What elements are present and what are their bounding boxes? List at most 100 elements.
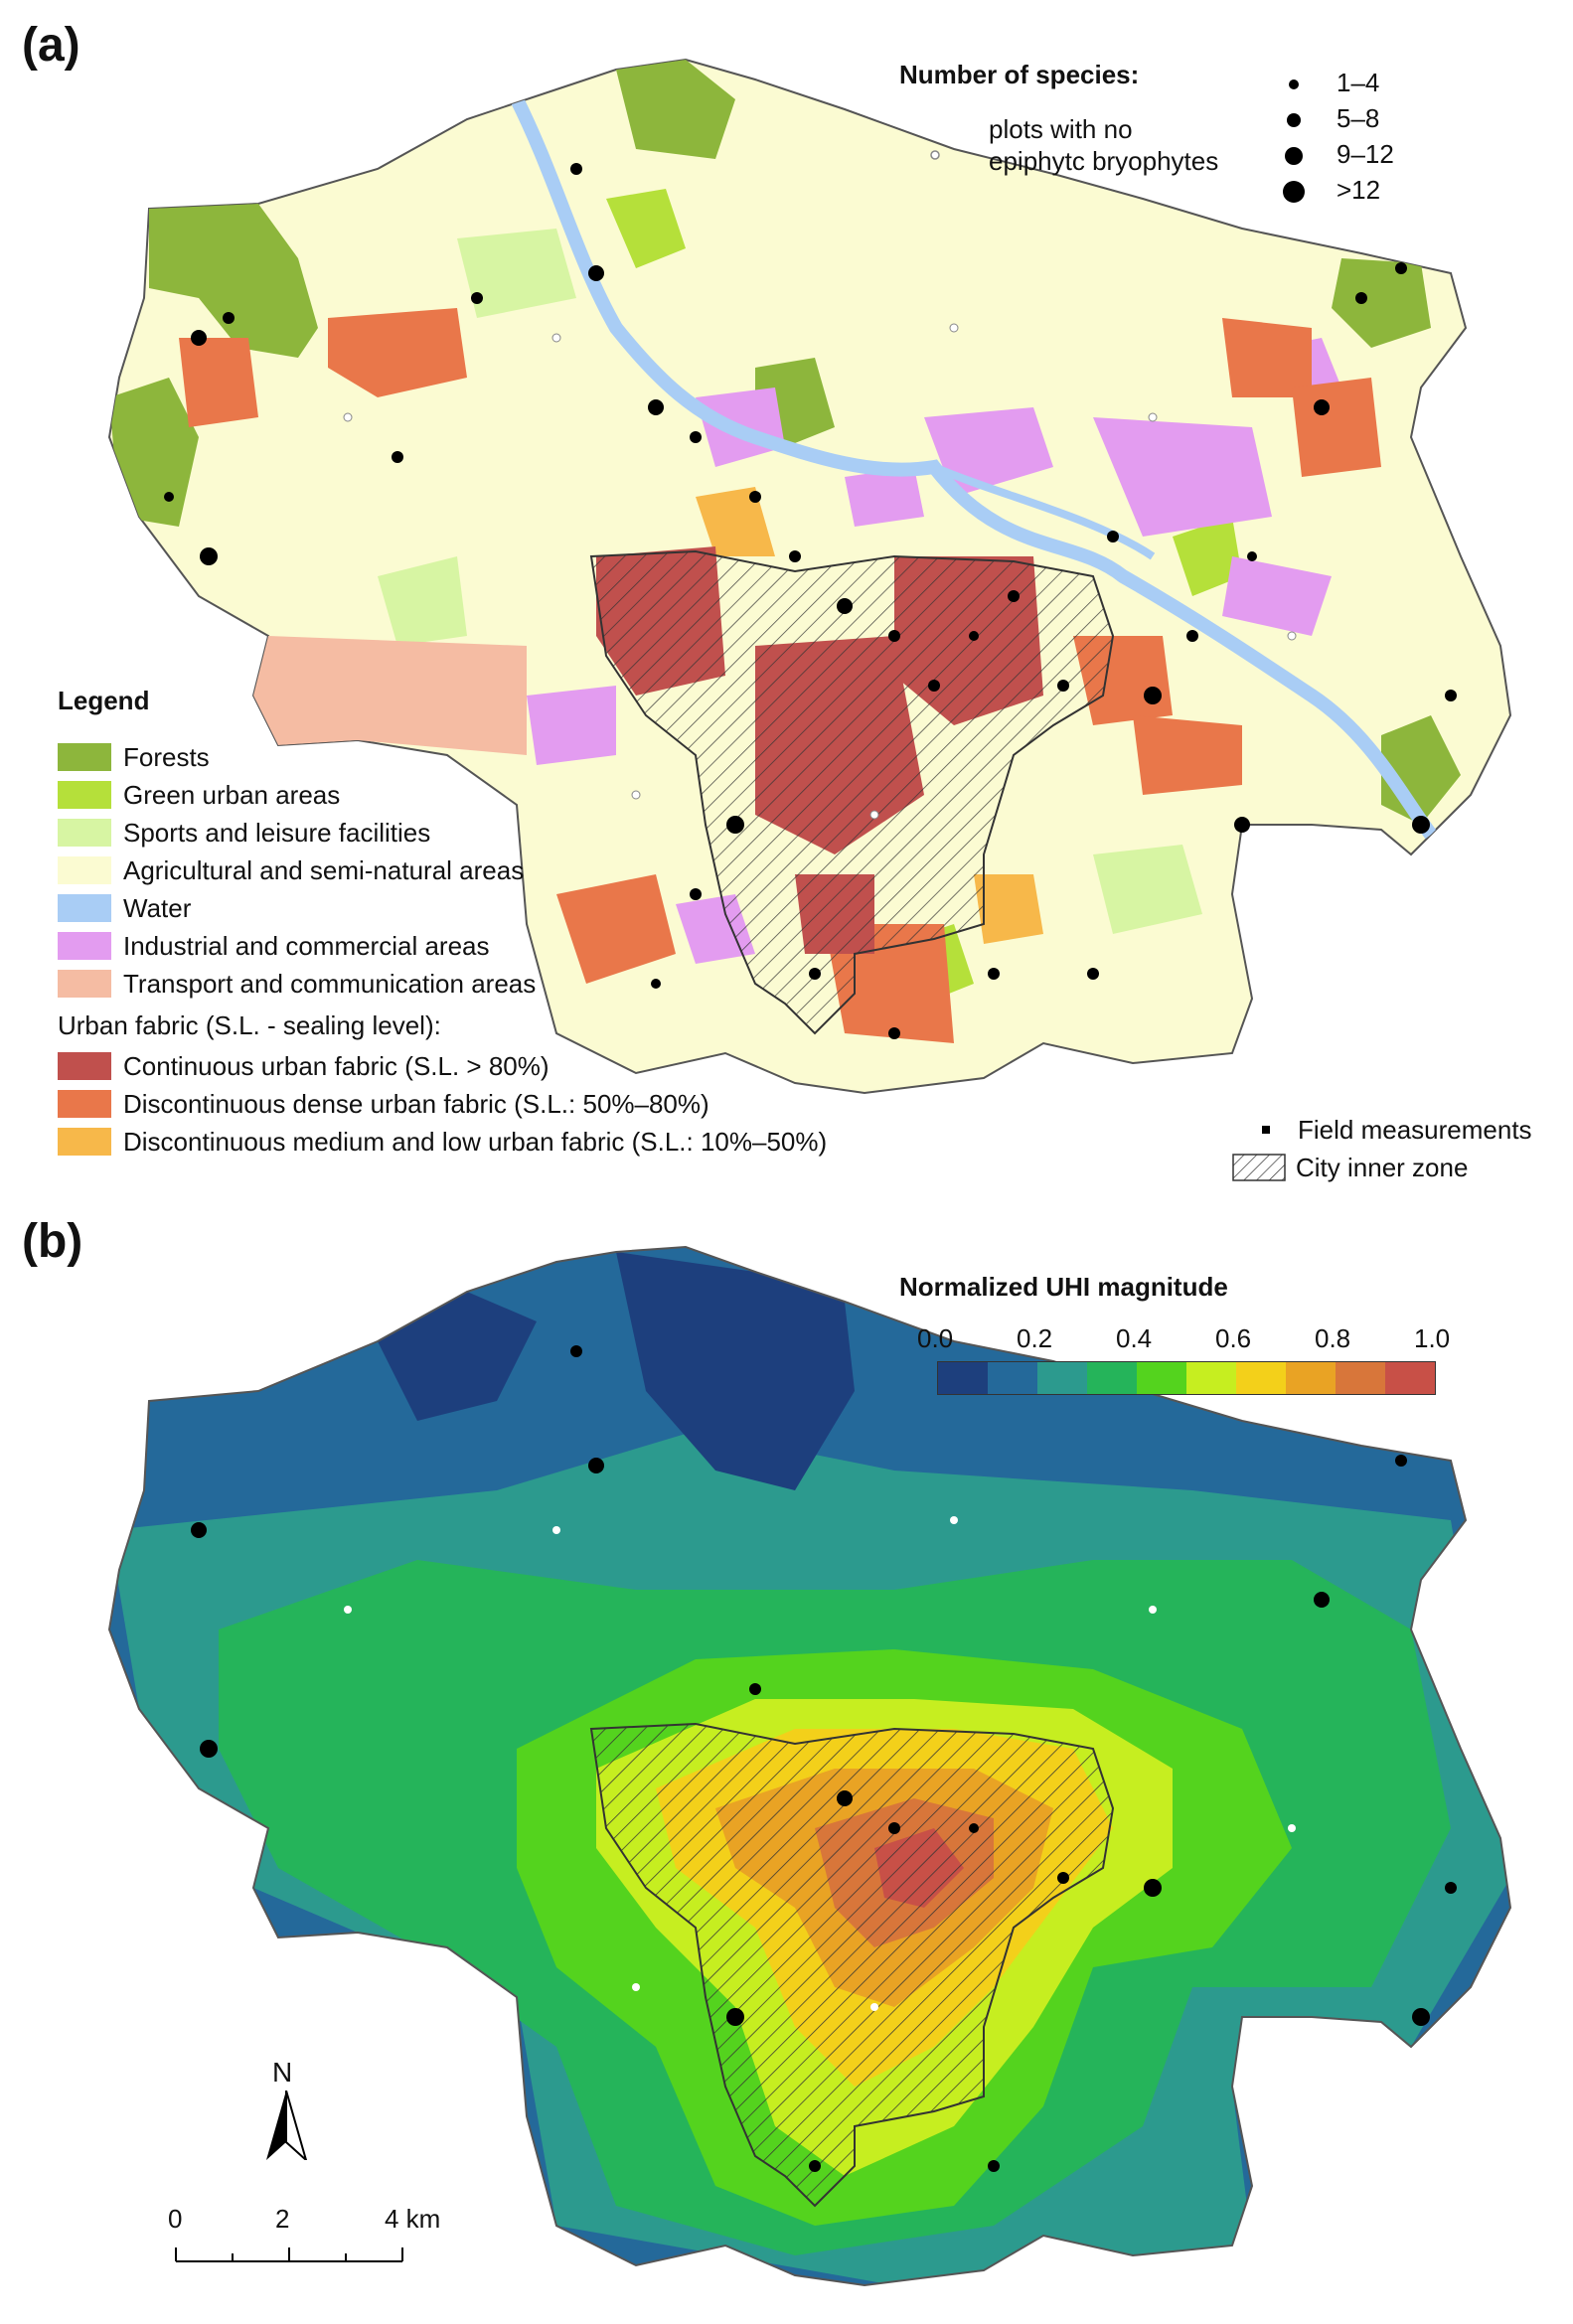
plot-no-epiphytes xyxy=(1148,412,1158,422)
uhi-tick-label: 0.4 xyxy=(1116,1323,1153,1353)
legend-swatch xyxy=(58,1090,111,1118)
plot-point xyxy=(651,979,661,989)
legend-label: Transport and communication areas xyxy=(123,968,537,999)
plot-no-epiphytes xyxy=(1149,1606,1157,1614)
plot-point xyxy=(1144,1879,1162,1897)
plot-point xyxy=(726,816,744,834)
sports-area xyxy=(457,229,576,318)
urban-fabric-dense xyxy=(556,874,676,984)
sports-area xyxy=(1093,845,1202,934)
species-class-label: 1–4 xyxy=(1337,68,1380,97)
uhi-color-step xyxy=(1385,1362,1435,1394)
plot-point xyxy=(164,492,174,502)
sample-points-a xyxy=(164,163,1457,1039)
forest-area xyxy=(149,204,318,358)
plot-point xyxy=(223,312,235,324)
plot-point xyxy=(837,598,853,614)
uhi-tick-label: 0.8 xyxy=(1315,1323,1351,1353)
plot-point xyxy=(471,292,483,304)
inner-zone-legend: City inner zone xyxy=(1232,1149,1570,1186)
plot-point xyxy=(570,163,582,175)
legend-item: Continuous urban fabric (S.L. > 80%) xyxy=(58,1047,912,1085)
uhi-color-step xyxy=(1186,1362,1236,1394)
uhi-legend: Normalized UHI magnitude 0.0 0.2 0.4 0.6 0.8… xyxy=(899,1272,1456,1411)
plot-point xyxy=(588,265,604,281)
city-inner-zone-a xyxy=(589,549,1115,1035)
plot-point xyxy=(648,399,664,415)
green-urban-area xyxy=(1173,517,1242,596)
plot-point xyxy=(1186,630,1198,642)
legend-swatch xyxy=(58,932,111,960)
industrial-area xyxy=(1093,417,1272,537)
plot-point xyxy=(809,2160,821,2172)
urban-fabric-title: Urban fabric (S.L. - sealing level): xyxy=(58,1010,441,1040)
urban-fabric-dense xyxy=(1222,318,1312,397)
land-use-map xyxy=(107,58,1512,1095)
industrial-area xyxy=(845,467,924,527)
plot-no-epiphytes xyxy=(949,323,959,333)
no-epiphytes-symbol xyxy=(930,150,940,160)
plot-point xyxy=(749,1683,761,1695)
plot-point xyxy=(1412,816,1430,834)
uhi-tick-label: 0.2 xyxy=(1017,1323,1053,1353)
legend-label: Green urban areas xyxy=(123,779,341,810)
plot-point xyxy=(1314,399,1330,415)
panel-a-label: (a) xyxy=(22,19,80,72)
uhi-color-step xyxy=(1236,1362,1286,1394)
legend-item: Green urban areas xyxy=(58,776,912,814)
plot-no-epiphytes xyxy=(869,810,879,820)
species-class-label: 5–8 xyxy=(1337,103,1380,133)
legend-item: Industrial and commercial areas xyxy=(58,927,912,965)
field-measurements-label: Field measurements xyxy=(1298,1114,1532,1145)
legend-label: Agricultural and semi-natural areas xyxy=(123,854,525,885)
plot-point xyxy=(837,1790,853,1806)
plot-point xyxy=(1107,531,1119,542)
sample-points-b xyxy=(191,1345,1457,2172)
legend-swatch xyxy=(58,743,111,771)
species-class-label: >12 xyxy=(1337,175,1381,205)
plot-point xyxy=(1445,690,1457,701)
legend-title: Legend xyxy=(58,686,150,715)
uhi-tick-row: 0.0 0.2 0.4 0.6 0.8 1.0 xyxy=(899,1323,1456,1353)
green-urban-area xyxy=(606,189,686,268)
legend-item: Discontinuous dense urban fabric (S.L.: … xyxy=(58,1085,912,1123)
plot-point xyxy=(988,968,1000,980)
uhi-zone xyxy=(378,1292,537,1421)
legend-item: Discontinuous medium and low urban fabri… xyxy=(58,1123,912,1161)
plot-point xyxy=(1144,687,1162,704)
legend-swatch xyxy=(58,781,111,809)
plot-point xyxy=(570,1345,582,1357)
plot-no-epiphytes xyxy=(344,1606,352,1614)
legend-swatch xyxy=(58,1052,111,1080)
scale-tick-label: 0 xyxy=(168,2204,183,2234)
forest-area xyxy=(616,60,735,159)
plot-point xyxy=(988,2160,1000,2172)
plot-point xyxy=(1445,1882,1457,1894)
legend-label: Discontinuous dense urban fabric (S.L.: … xyxy=(123,1088,709,1119)
plot-no-epiphytes xyxy=(632,1983,640,1991)
plot-point xyxy=(1355,292,1367,304)
species-class-symbol xyxy=(1287,113,1301,127)
legend-swatch xyxy=(58,1128,111,1156)
plot-point xyxy=(200,1740,218,1758)
species-class-symbol xyxy=(1285,147,1303,165)
uhi-color-step xyxy=(1037,1362,1087,1394)
plot-no-epiphytes xyxy=(870,2003,878,2011)
hatch-swatch xyxy=(1232,1154,1286,1181)
species-class-symbol xyxy=(1289,79,1299,89)
uhi-color-step xyxy=(1087,1362,1137,1394)
legend-label: Discontinuous medium and low urban fabri… xyxy=(123,1126,828,1157)
plot-point xyxy=(1395,1455,1407,1467)
urban-fabric-medium xyxy=(974,874,1043,944)
north-arrow: N xyxy=(256,2057,316,2160)
legend-swatch xyxy=(58,856,111,884)
extra-legend: Field measurements City inner zone xyxy=(1232,1111,1570,1186)
plot-point xyxy=(1008,590,1020,602)
plot-point xyxy=(1234,817,1250,833)
uhi-tick-label: 0.0 xyxy=(917,1323,954,1353)
plot-point xyxy=(690,888,702,900)
plot-point xyxy=(928,680,940,692)
legend-item: Water xyxy=(58,889,912,927)
plot-no-epiphytes xyxy=(551,333,561,343)
industrial-area xyxy=(527,686,616,765)
